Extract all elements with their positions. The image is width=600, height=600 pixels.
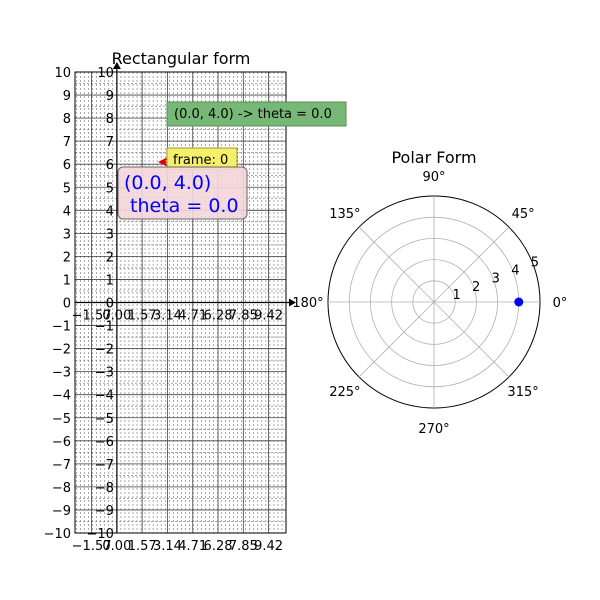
rect-y-tick-label-left: −3	[52, 366, 71, 381]
rect-y-tick-label-left: 3	[63, 227, 71, 242]
pink-annotation-line2: theta = 0.0	[124, 195, 239, 217]
polar-radius-label: 1	[452, 288, 460, 303]
rect-y-tick-label-axis: 7	[106, 135, 114, 150]
rect-y-tick-label-axis: 3	[106, 227, 114, 242]
rect-y-tick-label-left: 6	[63, 158, 71, 173]
green-annotation-text: (0.0, 4.0) -> theta = 0.0	[174, 107, 332, 122]
rect-y-tick-label-axis: −2	[95, 343, 114, 358]
rect-y-tick-label-left: −5	[52, 412, 71, 427]
polar-title: Polar Form	[391, 148, 476, 167]
rect-y-tick-label-axis: −5	[95, 412, 114, 427]
rect-x-axis-arrow	[289, 298, 296, 307]
rect-y-tick-labels: −10 −10−9 −9−8 −8−7 −7−6 −6−5 −5−4 −4−3 −3−2 −2−1…	[44, 66, 114, 542]
polar-grid-spoke	[358, 226, 435, 303]
rect-y-tick-label-left: −1	[52, 320, 71, 335]
rect-y-tick-label-left: 7	[63, 135, 71, 150]
rect-x-tick-label-bottom: 6.28	[204, 539, 233, 554]
pink-annotation-line1: (0.0, 4.0)	[124, 172, 211, 194]
rect-y-tick-label-axis: 5	[106, 181, 114, 196]
frame-annotation-text: frame: 0	[173, 153, 228, 168]
polar-angle-label: 135°	[329, 207, 360, 222]
rect-y-tick-label-axis: 0	[106, 297, 114, 312]
rect-y-tick-label-axis: −4	[95, 389, 114, 404]
rect-spines	[74, 62, 296, 534]
polar-radius-label: 4	[511, 264, 519, 279]
rect-x-tick-label-axis: 4.71	[178, 309, 207, 324]
polar-angle-label: 0°	[553, 296, 568, 311]
rect-x-tick-labels: −1.57−1.570.000.001.571.573.143.144.714.…	[72, 309, 283, 555]
rect-y-tick-label-axis: 9	[106, 89, 114, 104]
rect-x-tick-label-bottom: 3.14	[153, 539, 182, 554]
rect-y-tick-label-axis: 2	[106, 250, 114, 265]
frame-annotation: frame: 0	[158, 147, 238, 171]
rect-x-tick-label-bottom: 1.57	[128, 539, 157, 554]
rect-y-tick-label-left: 2	[63, 250, 71, 265]
polar-grid-spoke	[433, 301, 510, 378]
polar-grid	[327, 195, 541, 409]
polar-radius-label: 3	[492, 272, 500, 287]
polar-angle-label: 225°	[329, 385, 360, 400]
polar-radius-label: 2	[472, 280, 480, 295]
rect-y-axis-arrow	[112, 62, 121, 69]
rect-x-tick-label-axis: 1.57	[128, 309, 157, 324]
rect-x-tick-label-axis: 9.42	[254, 309, 283, 324]
rect-x-tick-label-axis: −1.57	[72, 309, 112, 324]
rect-y-tick-label-left: 8	[63, 112, 71, 127]
rect-x-tick-label-axis: 6.28	[204, 309, 233, 324]
rect-y-tick-label-left: −6	[52, 435, 71, 450]
rect-x-tick-label-axis: 0.00	[102, 309, 131, 324]
rect-y-tick-label-axis: 1	[106, 273, 114, 288]
rect-title: Rectangular form	[112, 49, 251, 68]
rect-x-tick-label-bottom: 4.71	[178, 539, 207, 554]
rect-y-tick-label-left: 1	[63, 273, 71, 288]
polar-point	[514, 297, 524, 307]
rect-x-tick-label-bottom: 7.85	[229, 539, 258, 554]
polar-grid-spoke	[433, 226, 510, 303]
rect-y-tick-label-left: −4	[52, 389, 71, 404]
rect-x-tick-label-bottom: 0.00	[102, 539, 131, 554]
polar-radius-label: 5	[531, 255, 539, 270]
rect-y-tick-label-axis: −9	[95, 504, 114, 519]
rect-y-tick-label-axis: −7	[95, 458, 114, 473]
rect-y-tick-label-axis: −1	[95, 320, 114, 335]
rect-y-tick-label-left: 4	[63, 204, 71, 219]
rect-y-tick-label-left: 9	[63, 89, 71, 104]
polar-grid-spoke	[358, 301, 435, 378]
rect-y-tick-label-axis: 10	[97, 66, 114, 81]
rect-y-tick-label-left: −8	[52, 481, 71, 496]
rect-x-tick-label-bottom: 9.42	[254, 539, 283, 554]
polar-points	[514, 297, 524, 307]
rect-y-tick-label-axis: −8	[95, 481, 114, 496]
rect-y-tick-label-left: −10	[44, 527, 71, 542]
polar-plot: Polar Form 0° 45° 90° 135° 180° 225° 270° 315° 1…	[292, 148, 567, 437]
frame-arrow-head	[158, 157, 168, 167]
rect-y-tick-label-axis: −10	[86, 527, 113, 542]
rectangular-plot: −1.57−1.570.000.001.571.573.143.144.714.…	[44, 49, 347, 555]
polar-angle-label: 180°	[292, 296, 323, 311]
green-annotation: (0.0, 4.0) -> theta = 0.0	[166, 101, 347, 127]
polar-angle-label: 90°	[422, 170, 445, 185]
rect-y-tick-label-left: 5	[63, 181, 71, 196]
rect-x-tick-label-axis: 3.14	[153, 309, 182, 324]
rect-y-tick-label-axis: 8	[106, 112, 114, 127]
pink-annotation: (0.0, 4.0) theta = 0.0	[117, 166, 248, 220]
rect-y-tick-label-axis: −6	[95, 435, 114, 450]
rect-y-tick-label-axis: −3	[95, 366, 114, 381]
rect-y-tick-label-left: −2	[52, 343, 71, 358]
polar-angle-label: 45°	[512, 207, 535, 222]
rect-y-tick-label-left: −7	[52, 458, 71, 473]
rect-y-tick-label-left: 10	[54, 66, 71, 81]
rect-y-tick-label-axis: 4	[106, 204, 114, 219]
rect-x-tick-label-bottom: −1.57	[72, 539, 112, 554]
polar-angle-label: 270°	[418, 422, 449, 437]
polar-angle-label: 315°	[507, 385, 538, 400]
rect-y-tick-label-axis: 6	[106, 158, 114, 173]
rect-y-tick-label-left: 0	[63, 297, 71, 312]
rect-y-tick-label-left: −9	[52, 504, 71, 519]
rect-x-tick-label-axis: 7.85	[229, 309, 258, 324]
